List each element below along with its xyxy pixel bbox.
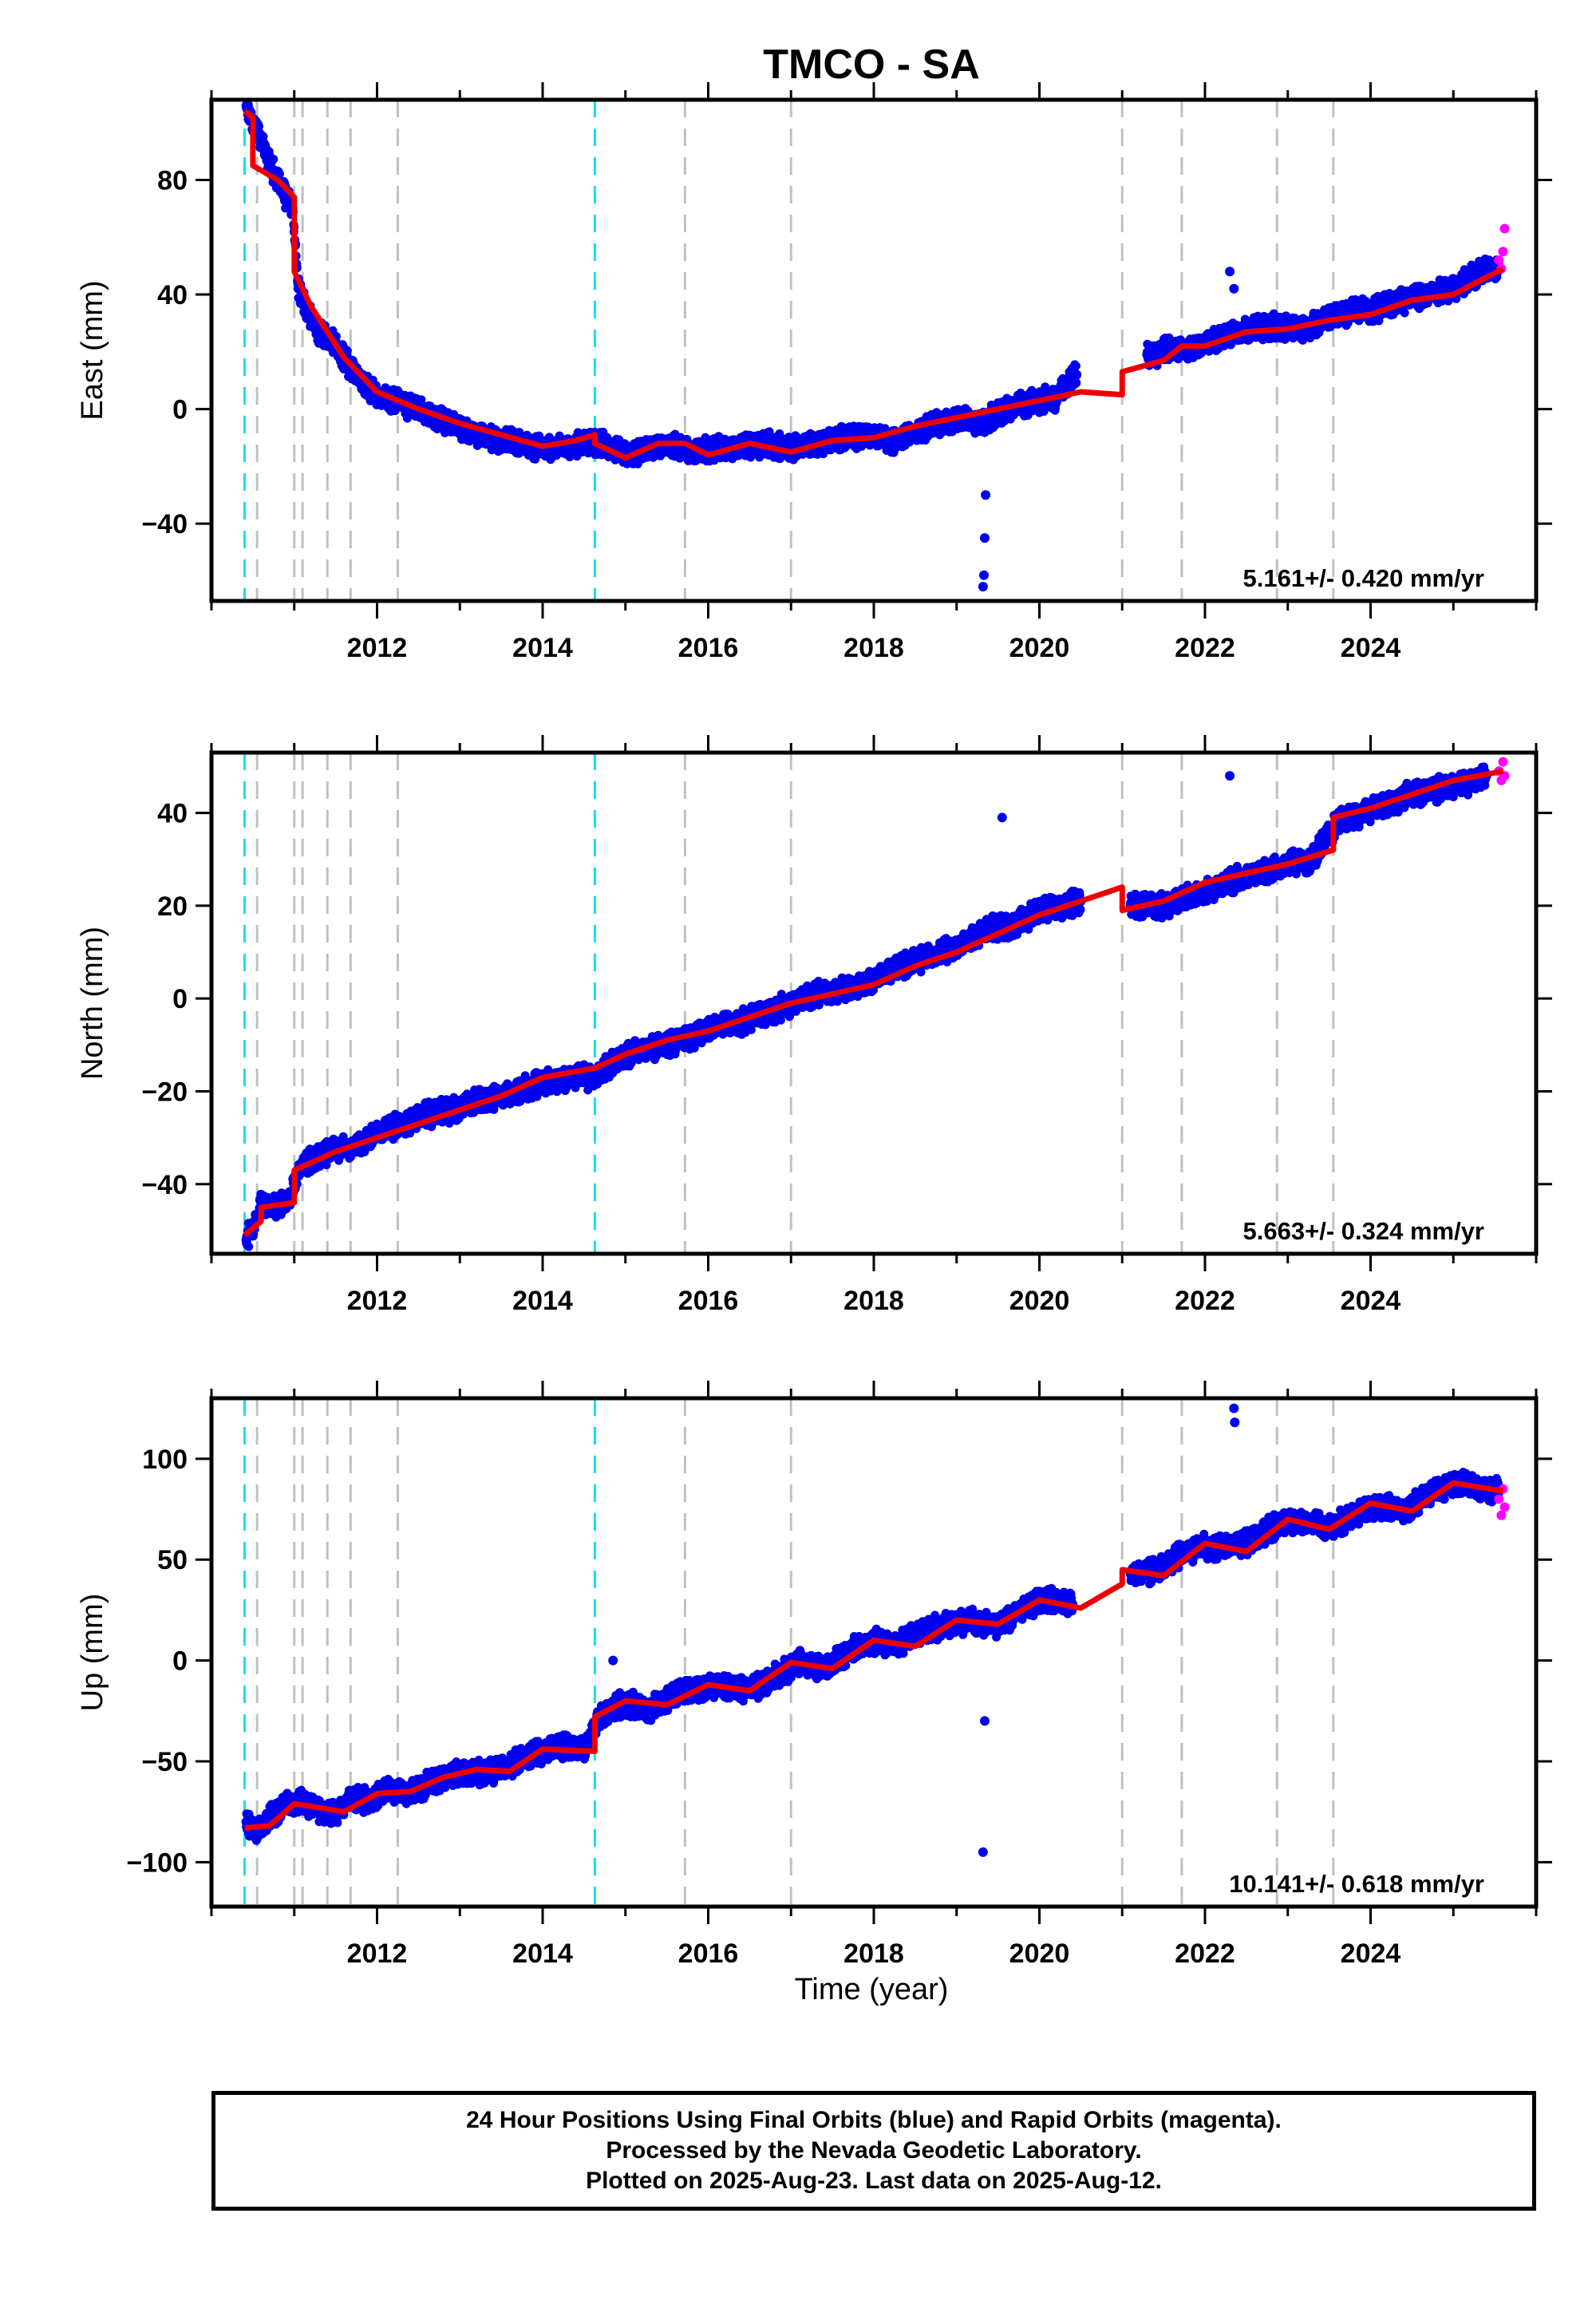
- east-final-point: [976, 418, 986, 429]
- east-final-point: [978, 582, 988, 592]
- north-final-point: [516, 1097, 525, 1106]
- east-final-point: [1071, 362, 1080, 370]
- east-final-point: [463, 427, 473, 437]
- east-final-point: [1473, 269, 1483, 279]
- east-final-orbits-series: [241, 100, 1504, 592]
- chart-title: TMCO - SA: [763, 41, 980, 88]
- east-final-point: [1039, 407, 1049, 416]
- east-x-tick-label: 2022: [1175, 633, 1235, 663]
- east-x-tick-label: 2016: [678, 633, 739, 663]
- east-y-axis-label: East (mm): [76, 280, 109, 420]
- east-rapid-point: [1498, 247, 1508, 257]
- east-plot-area: [241, 100, 1510, 601]
- east-rapid-point: [1499, 223, 1510, 234]
- east-rate-label: 5.161+/- 0.420 mm/yr: [1243, 564, 1484, 592]
- east-rapid-point: [1494, 255, 1504, 265]
- east-final-point: [342, 346, 352, 355]
- east-final-point: [1229, 283, 1239, 294]
- east-final-point: [981, 490, 991, 500]
- east-final-point: [256, 135, 267, 145]
- east-final-point: [302, 306, 312, 317]
- east-final-point: [885, 436, 895, 445]
- east-panel: 80 40 0 −40 2012 2014 2016 2018 2020 2022 2024 East…: [76, 82, 1552, 663]
- north-final-point: [489, 1105, 499, 1114]
- east-y-tick-label: 0: [172, 395, 188, 425]
- north-plot-area: [241, 753, 1510, 1254]
- east-final-point: [979, 570, 989, 580]
- east-x-tick-label: 2012: [347, 633, 408, 663]
- panels: 80 40 0 −40 2012 2014 2016 2018 2020 2022 2024 East…: [76, 82, 1552, 1969]
- east-final-point: [1072, 378, 1081, 388]
- east-y-tick-label: −40: [141, 509, 188, 539]
- east-final-point: [1072, 370, 1082, 380]
- east-x-tick-label: 2024: [1341, 633, 1401, 663]
- east-frame: [209, 97, 1539, 603]
- east-model-line: [243, 109, 1505, 461]
- east-x-tick-label: 2020: [1009, 633, 1070, 663]
- east-final-point: [417, 395, 426, 405]
- east-final-point: [1225, 267, 1235, 277]
- north-final-orbits-series: [241, 762, 1491, 1251]
- east-final-point: [241, 101, 251, 111]
- east-final-point: [1385, 289, 1394, 298]
- east-final-point: [1142, 350, 1152, 360]
- east-final-point: [775, 429, 784, 438]
- east-x-tick-label: 2014: [512, 633, 573, 663]
- east-final-point: [980, 533, 990, 543]
- east-y-tick-label: 80: [157, 165, 188, 196]
- east-x-tick-label: 2018: [843, 633, 904, 663]
- east-final-point: [314, 326, 324, 337]
- east-final-point: [1400, 308, 1409, 318]
- east-final-point: [264, 157, 275, 168]
- east-y-tick-label: 40: [157, 280, 188, 310]
